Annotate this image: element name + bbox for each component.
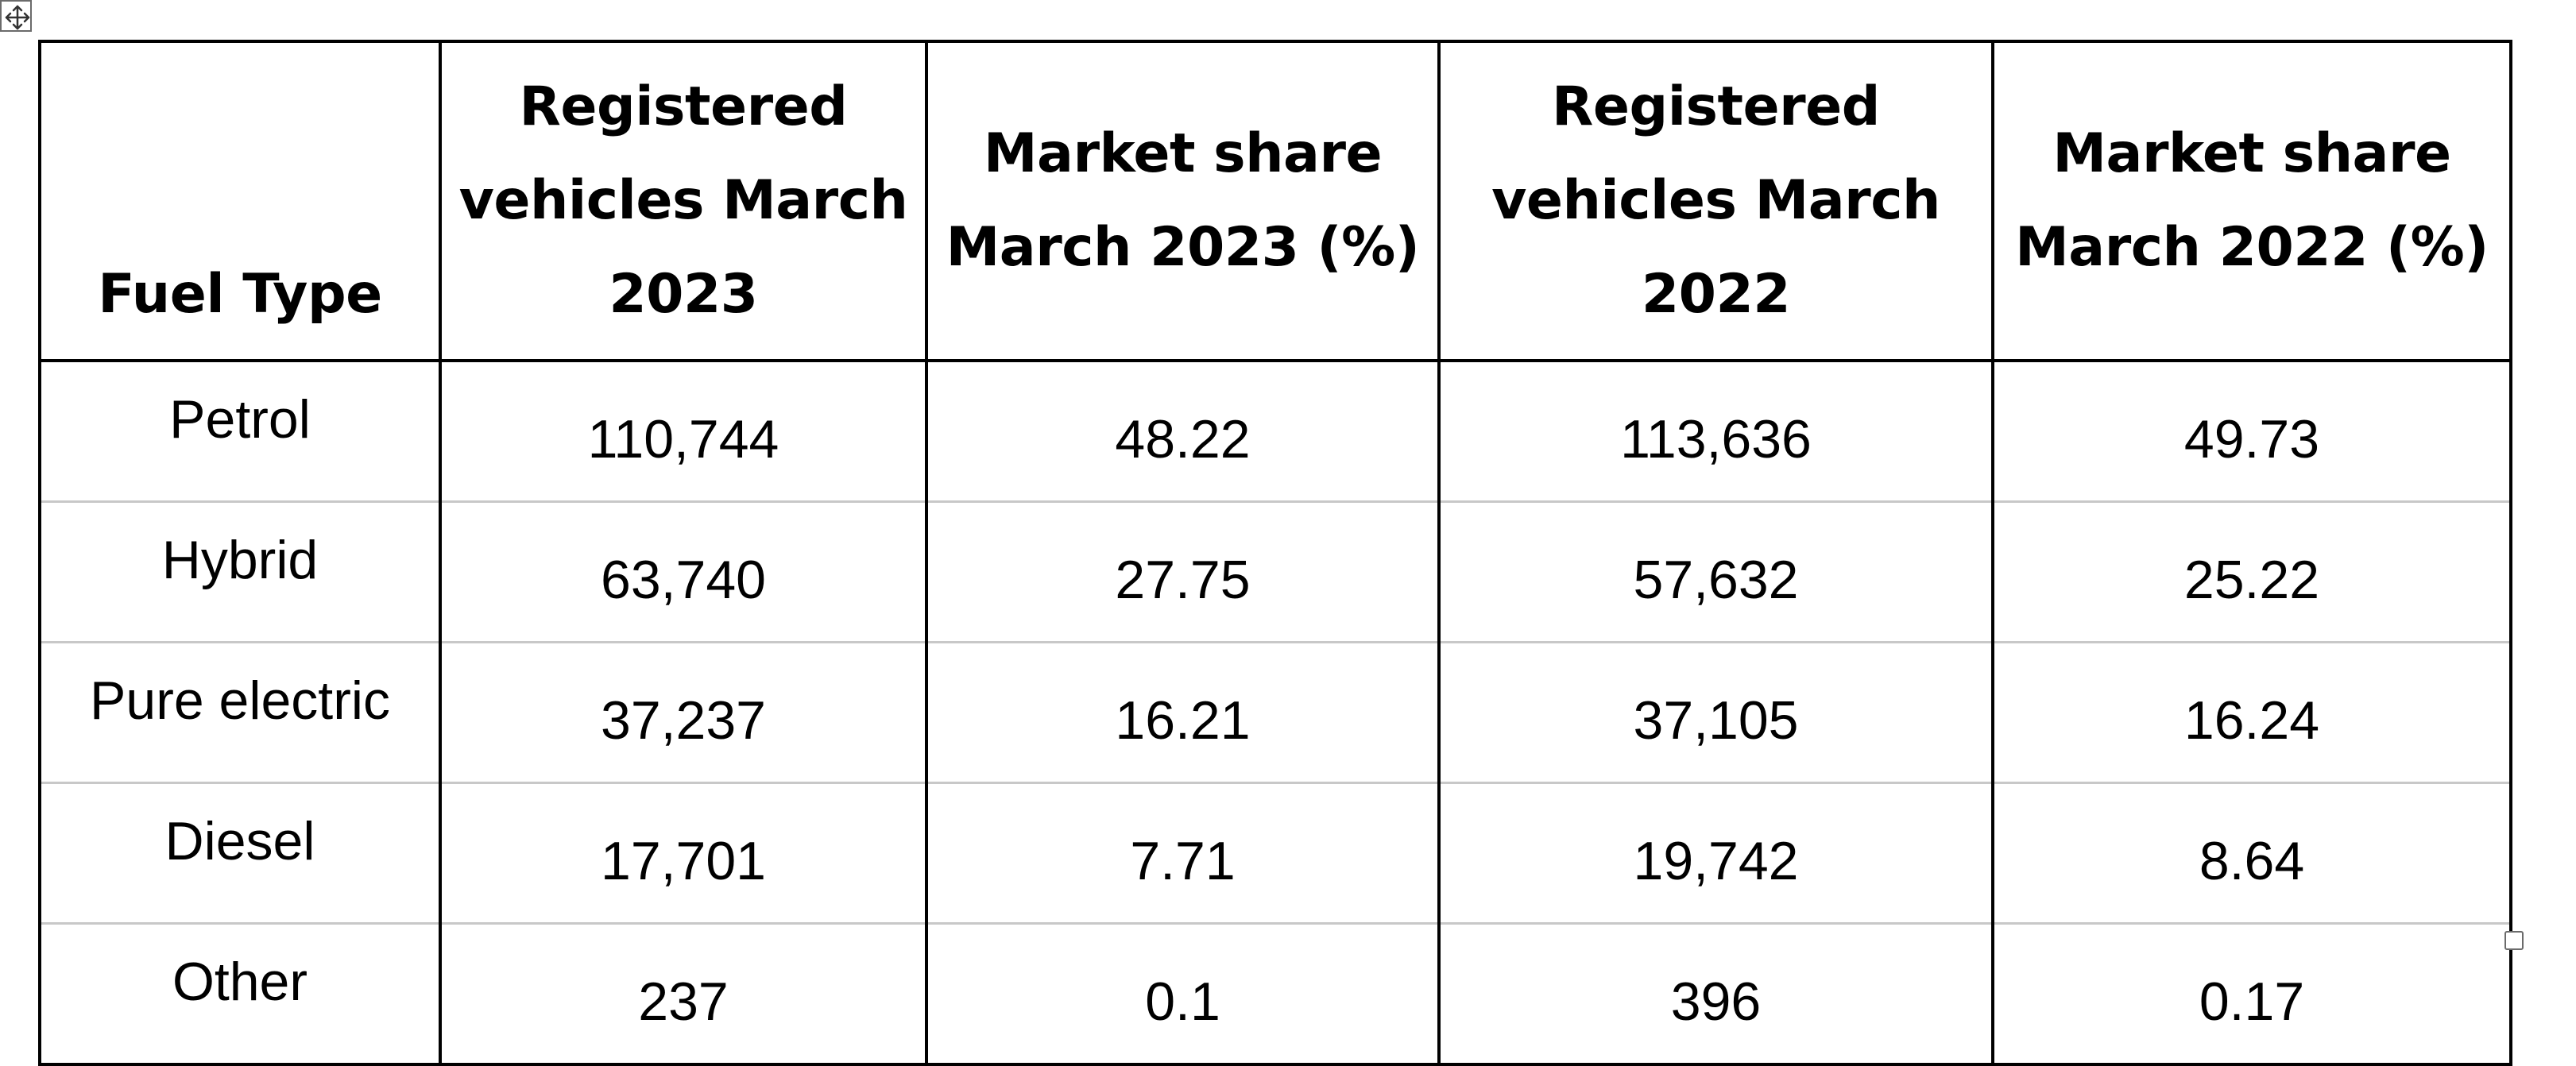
header-market-share-2023: Market share March 2023 (%) bbox=[925, 40, 1441, 362]
cell-fuel-type: Petrol bbox=[38, 361, 442, 503]
header-fuel-type: Fuel Type bbox=[38, 40, 442, 362]
cell-share-2022: 16.24 bbox=[1991, 642, 2512, 784]
header-line: March 2023 (%) bbox=[946, 216, 1420, 279]
header-line: 2023 bbox=[609, 263, 758, 326]
table-resize-handle[interactable] bbox=[2504, 931, 2524, 950]
table-row: Hybrid 63,740 27.75 57,632 25.22 bbox=[38, 501, 2512, 643]
cell-share-2022: 49.73 bbox=[1991, 361, 2512, 503]
cell-registered-2023: 37,237 bbox=[439, 642, 928, 784]
header-line: Registered bbox=[1552, 75, 1880, 138]
cell-registered-2022: 37,105 bbox=[1437, 642, 1994, 784]
cell-fuel-type: Pure electric bbox=[38, 642, 442, 784]
cell-registered-2022: 19,742 bbox=[1437, 782, 1994, 925]
cell-registered-2023: 237 bbox=[439, 923, 928, 1066]
cell-share-2023: 7.71 bbox=[925, 782, 1441, 925]
cell-fuel-type: Diesel bbox=[38, 782, 442, 925]
cell-fuel-type: Hybrid bbox=[38, 501, 442, 643]
header-line: Market share bbox=[2052, 122, 2451, 185]
cell-registered-2023: 63,740 bbox=[439, 501, 928, 643]
header-line: 2022 bbox=[1641, 263, 1791, 326]
cell-share-2023: 27.75 bbox=[925, 501, 1441, 643]
header-registered-2022: Registered vehicles March 2022 bbox=[1437, 40, 1994, 362]
table-header-row: Fuel Type Registered vehicles March 2023… bbox=[38, 40, 2512, 362]
table-row: Petrol 110,744 48.22 113,636 49.73 bbox=[38, 361, 2512, 503]
header-line: Registered bbox=[519, 75, 848, 138]
move-arrows-icon bbox=[5, 5, 30, 30]
header-registered-2023: Registered vehicles March 2023 bbox=[439, 40, 928, 362]
header-line: March 2022 (%) bbox=[2015, 216, 2489, 279]
cell-share-2023: 0.1 bbox=[925, 923, 1441, 1066]
cell-share-2022: 8.64 bbox=[1991, 782, 2512, 925]
cell-registered-2023: 110,744 bbox=[439, 361, 928, 503]
cell-registered-2022: 396 bbox=[1437, 923, 1994, 1066]
cell-registered-2022: 113,636 bbox=[1437, 361, 1994, 503]
table-row: Pure electric 37,237 16.21 37,105 16.24 bbox=[38, 642, 2512, 784]
table-move-handle[interactable] bbox=[0, 0, 32, 32]
cell-registered-2022: 57,632 bbox=[1437, 501, 1994, 643]
header-fuel-type-text: Fuel Type bbox=[98, 263, 382, 326]
cell-share-2022: 25.22 bbox=[1991, 501, 2512, 643]
cell-fuel-type: Other bbox=[38, 923, 442, 1066]
header-line: Market share bbox=[983, 122, 1383, 185]
cell-share-2023: 48.22 bbox=[925, 361, 1441, 503]
cell-registered-2023: 17,701 bbox=[439, 782, 928, 925]
table-row: Diesel 17,701 7.71 19,742 8.64 bbox=[38, 782, 2512, 925]
cell-share-2023: 16.21 bbox=[925, 642, 1441, 784]
header-line: vehicles March bbox=[458, 169, 908, 232]
header-line: vehicles March bbox=[1491, 169, 1940, 232]
table-row: Other 237 0.1 396 0.17 bbox=[38, 923, 2512, 1066]
fuel-type-registrations-table: Fuel Type Registered vehicles March 2023… bbox=[38, 40, 2512, 1066]
cell-share-2022: 0.17 bbox=[1991, 923, 2512, 1066]
header-market-share-2022: Market share March 2022 (%) bbox=[1991, 40, 2512, 362]
